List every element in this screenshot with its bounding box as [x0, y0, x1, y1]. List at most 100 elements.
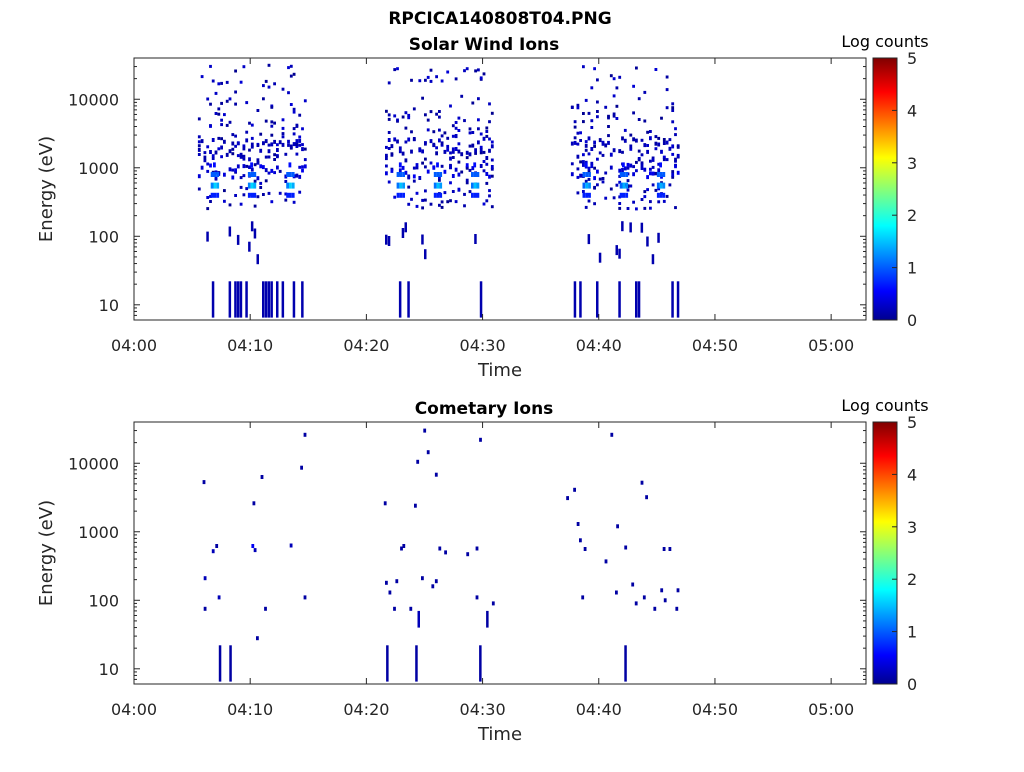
data-cell: [465, 150, 469, 155]
data-cell: [612, 94, 616, 98]
data-cell: [640, 161, 644, 165]
data-cell: [385, 234, 388, 245]
data-cell: [471, 143, 475, 148]
data-cell: [242, 164, 246, 169]
data-cell: [276, 165, 279, 170]
data-cell: [433, 172, 437, 177]
data-cell: [417, 610, 420, 628]
data-cell: [262, 84, 265, 88]
data-cell: [217, 107, 221, 111]
data-cell: [301, 143, 304, 147]
data-cell: [662, 141, 666, 145]
data-cell: [396, 192, 400, 198]
data-cell: [485, 134, 489, 138]
colorbar-tick-label: 5: [907, 413, 917, 432]
data-cell: [473, 162, 477, 168]
data-cell: [676, 153, 680, 158]
data-cell: [474, 148, 477, 153]
data-cell: [206, 162, 210, 166]
data-cell: [618, 180, 622, 184]
data-cell: [643, 143, 647, 148]
data-cell: [587, 111, 591, 115]
data-cell: [421, 234, 424, 245]
x-tick-label: 04:50: [692, 700, 738, 719]
data-cell: [596, 100, 599, 104]
data-cell: [236, 154, 240, 158]
data-cell: [618, 206, 622, 210]
data-cell: [482, 136, 486, 141]
data-cell: [197, 140, 201, 144]
data-cell: [234, 69, 237, 73]
data-cell: [248, 148, 251, 152]
panel-title: Solar Wind Ions: [409, 35, 560, 55]
data-cell: [402, 192, 405, 198]
data-cell: [632, 84, 635, 88]
data-cell: [418, 79, 422, 83]
data-cell: [619, 172, 623, 177]
data-cell: [486, 610, 489, 628]
data-cell: [451, 190, 455, 193]
data-cell: [651, 165, 655, 169]
data-cell: [675, 606, 679, 611]
data-cell: [654, 68, 658, 71]
data-cell: [479, 437, 482, 442]
data-cell: [457, 160, 461, 164]
data-cell: [604, 196, 608, 200]
data-cell: [256, 254, 259, 265]
data-cell: [434, 579, 438, 584]
data-cell: [213, 162, 216, 168]
colorbar-tick-label: 3: [907, 518, 917, 537]
data-cell: [490, 165, 494, 169]
data-cell: [421, 161, 424, 165]
data-cell: [488, 137, 491, 141]
data-cell: [584, 148, 588, 152]
x-tick-label: 04:00: [111, 336, 157, 355]
data-cell: [225, 80, 229, 84]
data-cell: [671, 120, 675, 124]
data-cell: [287, 139, 290, 144]
data-cell: [570, 141, 574, 146]
data-cell: [202, 480, 206, 485]
data-cell: [643, 190, 647, 194]
data-cell: [584, 140, 588, 144]
data-cell: [234, 144, 237, 148]
data-cell: [395, 579, 399, 584]
data-cell: [671, 170, 675, 174]
data-cell: [401, 165, 405, 170]
data-cell: [213, 182, 217, 189]
data-cell: [596, 115, 599, 119]
data-cell: [615, 117, 619, 120]
data-cell: [421, 198, 424, 202]
data-cell: [587, 177, 591, 181]
data-cell: [671, 281, 674, 318]
data-cell: [618, 75, 622, 79]
data-cell: [287, 143, 290, 147]
data-cell: [247, 182, 251, 189]
data-cell: [250, 221, 254, 232]
data-cell: [247, 192, 251, 198]
data-cell: [231, 133, 235, 137]
data-cell: [250, 182, 254, 189]
data-cell: [259, 132, 263, 136]
x-tick-label: 04:00: [111, 700, 157, 719]
data-cell: [407, 174, 411, 179]
data-cell: [471, 192, 474, 198]
data-cell: [284, 198, 288, 202]
data-cell: [656, 182, 660, 189]
data-cell: [292, 110, 296, 114]
data-cell: [649, 130, 652, 133]
data-cell: [398, 162, 402, 168]
data-cell: [615, 590, 618, 595]
data-cell: [640, 153, 644, 157]
colorbar-tick-label: 0: [907, 311, 917, 330]
data-cell: [649, 159, 652, 163]
data-cell: [421, 149, 424, 154]
data-cell: [449, 165, 452, 170]
data-cell: [621, 136, 624, 141]
data-cell: [438, 128, 441, 132]
data-cell: [286, 182, 289, 189]
data-cell: [482, 169, 486, 173]
y-axis-label: Energy (eV): [36, 136, 57, 242]
data-cell: [629, 133, 633, 137]
data-cell: [490, 140, 494, 144]
